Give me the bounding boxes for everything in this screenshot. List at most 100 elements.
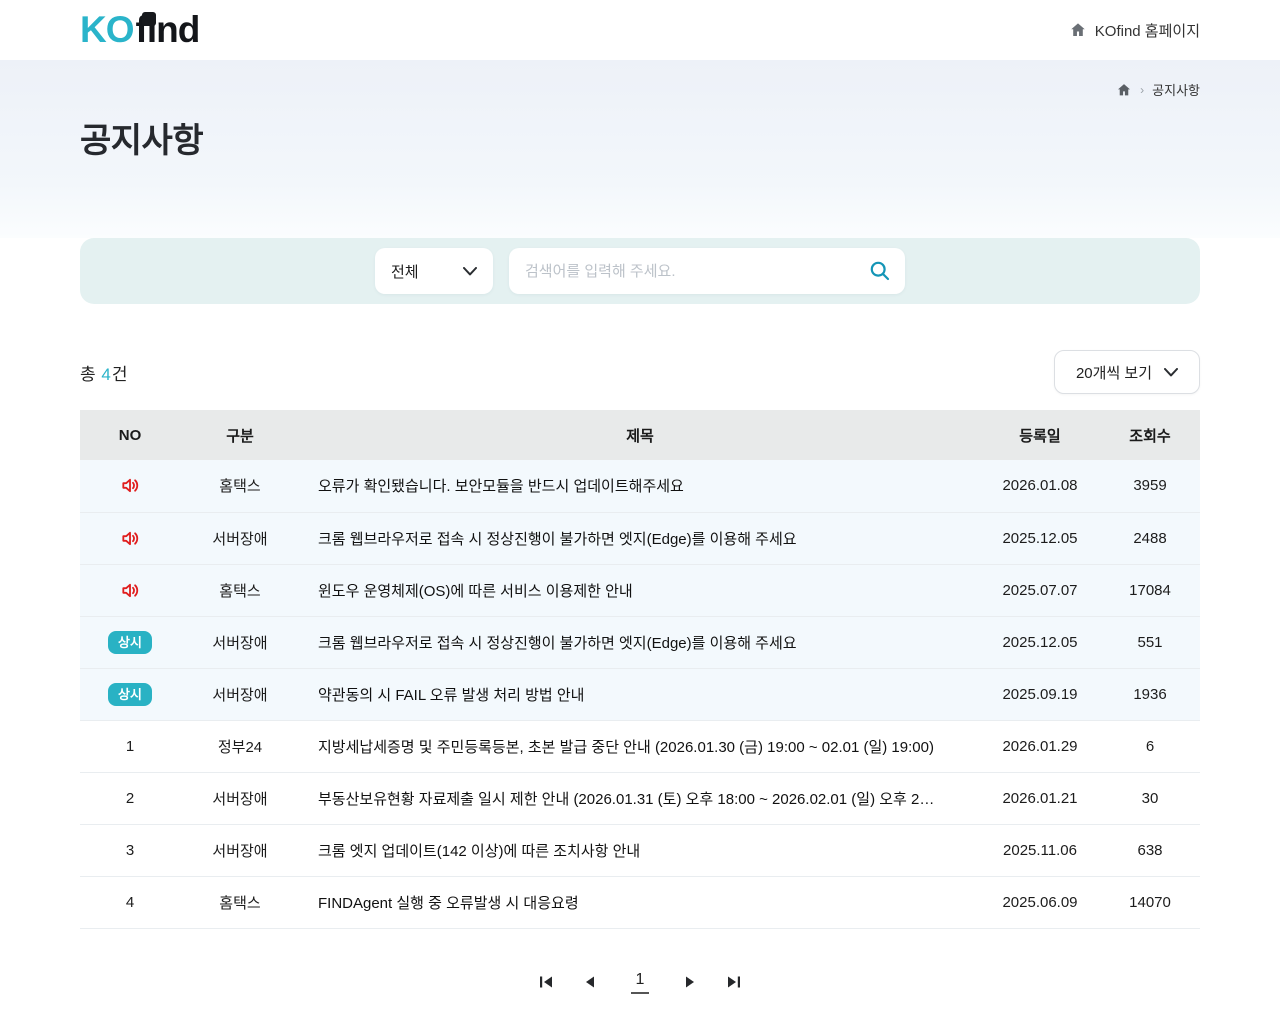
total-suffix: 건 xyxy=(111,364,128,384)
search-button[interactable] xyxy=(863,255,897,287)
row-date: 2025.12.05 xyxy=(980,512,1100,565)
breadcrumb-home-icon[interactable] xyxy=(1116,82,1132,98)
search-category-select[interactable]: 전체 xyxy=(375,248,493,294)
row-no-cell xyxy=(80,564,180,617)
notice-speaker-icon xyxy=(119,474,142,497)
table-row[interactable]: 1 정부24 지방세납세증명 및 주민등록등본, 초본 발급 중단 안내 (20… xyxy=(80,720,1200,773)
row-no-cell: 상시 xyxy=(80,616,180,669)
header-title: 제목 xyxy=(300,410,980,460)
row-title-link[interactable]: 지방세납세증명 및 주민등록등본, 초본 발급 중단 안내 (2026.01.3… xyxy=(300,720,980,773)
logo-notch-square xyxy=(142,12,156,26)
row-no-cell: 1 xyxy=(80,720,180,773)
page-size-value: 20개씩 보기 xyxy=(1075,364,1153,382)
row-category: 서버장애 xyxy=(180,616,300,669)
pagination-next-button[interactable] xyxy=(679,971,701,993)
row-views: 1936 xyxy=(1100,668,1200,721)
homepage-link[interactable]: KOfind 홈페이지 xyxy=(1069,20,1200,41)
row-title-link[interactable]: 약관동의 시 FAIL 오류 발생 처리 방법 안내 xyxy=(300,668,980,721)
row-category: 홈택스 xyxy=(180,460,300,513)
list-controls: 총 4건 20개씩 보기 xyxy=(80,350,1200,394)
notice-speaker-icon xyxy=(119,527,142,550)
home-icon xyxy=(1069,21,1087,39)
row-no-cell: 3 xyxy=(80,824,180,877)
pagination-page-1[interactable]: 1 xyxy=(630,971,650,994)
always-notice-badge: 상시 xyxy=(108,630,152,654)
homepage-link-label: KOfind 홈페이지 xyxy=(1094,22,1200,40)
row-title-link[interactable]: 크롬 웹브라우저로 접속 시 정상진행이 불가하면 엣지(Edge)를 이용해 … xyxy=(300,616,980,669)
pagination-last-button[interactable] xyxy=(723,971,745,993)
breadcrumb-separator-icon: › xyxy=(1140,82,1145,97)
row-views: 638 xyxy=(1100,824,1200,877)
table-header: NO 구분 제목 등록일 조회수 xyxy=(80,410,1200,460)
breadcrumb: › 공지사항 xyxy=(80,80,1200,99)
total-prefix: 총 xyxy=(80,364,96,384)
row-views: 30 xyxy=(1100,772,1200,825)
pagination-prev-button[interactable] xyxy=(579,971,601,993)
table-row[interactable]: 홈택스 오류가 확인됐습니다. 보안모듈을 반드시 업데이트해주세요 2026.… xyxy=(80,460,1200,513)
total-count: 총 4건 xyxy=(80,360,127,385)
search-category-value: 전체 xyxy=(391,263,419,281)
row-title-link[interactable]: 크롬 엣지 업데이트(142 이상)에 따른 조치사항 안내 xyxy=(300,824,980,877)
row-title-link[interactable]: 오류가 확인됐습니다. 보안모듈을 반드시 업데이트해주세요 xyxy=(300,460,980,513)
table-row[interactable]: 2 서버장애 부동산보유현황 자료제출 일시 제한 안내 (2026.01.31… xyxy=(80,772,1200,825)
page-size-select[interactable]: 20개씩 보기 xyxy=(1054,350,1200,394)
row-category: 서버장애 xyxy=(180,512,300,565)
row-category: 홈택스 xyxy=(180,564,300,617)
row-views: 17084 xyxy=(1100,564,1200,617)
pagination-first-button[interactable] xyxy=(535,971,557,993)
kofind-logo[interactable]: KO find xyxy=(80,9,200,51)
row-no-cell xyxy=(80,460,180,513)
row-category: 정부24 xyxy=(180,720,300,773)
search-input[interactable] xyxy=(509,248,905,294)
row-date: 2025.07.07 xyxy=(980,564,1100,617)
row-date: 2025.06.09 xyxy=(980,876,1100,929)
row-category: 서버장애 xyxy=(180,824,300,877)
row-date: 2026.01.21 xyxy=(980,772,1100,825)
table-row[interactable]: 홈택스 윈도우 운영체제(OS)에 따른 서비스 이용제한 안내 2025.07… xyxy=(80,564,1200,617)
row-title-link[interactable]: 부동산보유현황 자료제출 일시 제한 안내 (2026.01.31 (토) 오후… xyxy=(300,772,980,825)
table-row[interactable]: 4 홈택스 FINDAgent 실행 중 오류발생 시 대응요령 2025.06… xyxy=(80,876,1200,929)
notice-list-section: 총 4건 20개씩 보기 NO 구분 제목 등록일 조회수 xyxy=(0,350,1280,994)
row-date: 2026.01.08 xyxy=(980,460,1100,513)
chevron-down-icon xyxy=(1164,367,1179,377)
table-row[interactable]: 상시 서버장애 크롬 웹브라우저로 접속 시 정상진행이 불가하면 엣지(Edg… xyxy=(80,616,1200,669)
header-views: 조회수 xyxy=(1100,410,1200,460)
header-date: 등록일 xyxy=(980,410,1100,460)
row-date: 2025.11.06 xyxy=(980,824,1100,877)
row-views: 3959 xyxy=(1100,460,1200,513)
row-category: 홈택스 xyxy=(180,876,300,929)
table-row[interactable]: 상시 서버장애 약관동의 시 FAIL 오류 발생 처리 방법 안내 2025.… xyxy=(80,668,1200,721)
row-date: 2025.12.05 xyxy=(980,616,1100,669)
row-number: 1 xyxy=(125,737,135,755)
table-row[interactable]: 서버장애 크롬 웹브라우저로 접속 시 정상진행이 불가하면 엣지(Edge)를… xyxy=(80,512,1200,565)
notice-table: NO 구분 제목 등록일 조회수 홈택스 오류가 확인됐습니다. 보안모듈을 반… xyxy=(80,410,1200,929)
row-no-cell xyxy=(80,512,180,565)
row-date: 2025.09.19 xyxy=(980,668,1100,721)
search-box xyxy=(509,248,905,294)
row-no-cell: 4 xyxy=(80,876,180,929)
header-no: NO xyxy=(80,410,180,460)
row-title-link[interactable]: 크롬 웹브라우저로 접속 시 정상진행이 불가하면 엣지(Edge)를 이용해 … xyxy=(300,512,980,565)
row-number: 3 xyxy=(125,841,135,859)
row-category: 서버장애 xyxy=(180,668,300,721)
row-views: 6 xyxy=(1100,720,1200,773)
row-date: 2026.01.29 xyxy=(980,720,1100,773)
notice-speaker-icon xyxy=(119,579,142,602)
search-band: 전체 xyxy=(80,238,1200,304)
pagination: 1 xyxy=(0,971,1280,994)
row-category: 서버장애 xyxy=(180,772,300,825)
total-count-number: 4 xyxy=(101,364,111,384)
row-views: 551 xyxy=(1100,616,1200,669)
logo-text-ko: KO xyxy=(80,9,134,50)
page-title: 공지사항 xyxy=(80,122,204,160)
always-notice-badge: 상시 xyxy=(108,682,152,706)
chevron-down-icon xyxy=(463,266,477,276)
breadcrumb-current: 공지사항 xyxy=(1152,83,1200,98)
top-header: KO find KOfind 홈페이지 xyxy=(0,0,1280,60)
row-title-link[interactable]: 윈도우 운영체제(OS)에 따른 서비스 이용제한 안내 xyxy=(300,564,980,617)
row-number: 4 xyxy=(125,893,135,911)
table-row[interactable]: 3 서버장애 크롬 엣지 업데이트(142 이상)에 따른 조치사항 안내 20… xyxy=(80,824,1200,877)
row-title-link[interactable]: FINDAgent 실행 중 오류발생 시 대응요령 xyxy=(300,876,980,929)
hero-section: › 공지사항 공지사항 xyxy=(0,60,1280,238)
